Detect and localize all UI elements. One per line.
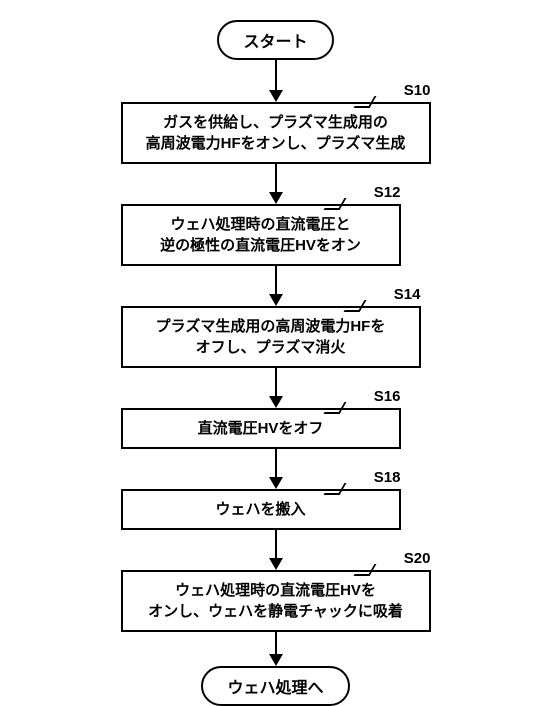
arrow-head-icon [269,477,283,489]
arrow-head-icon [269,558,283,570]
arrow-head-icon [269,90,283,102]
arrow-head-icon [269,396,283,408]
step-label: S20 [404,550,431,567]
steps-container: S10ガスを供給し、プラズマ生成用の 高周波電力HFをオンし、プラズマ生成 S12… [121,102,431,666]
arrow [269,60,283,102]
process-step: S14プラズマ生成用の高周波電力HFを オフし、プラズマ消火 [121,306,421,368]
process-box: ウェハを搬入 [121,489,401,530]
arrow-line [275,449,277,477]
arrow-line [275,368,277,396]
arrow [121,632,431,666]
arrow [121,530,431,570]
process-box: ガスを供給し、プラズマ生成用の 高周波電力HFをオンし、プラズマ生成 [121,102,431,164]
arrow-line [275,60,277,90]
process-box: 直流電圧HVをオフ [121,408,401,449]
process-box: ウェハ処理時の直流電圧と 逆の極性の直流電圧HVをオン [121,204,401,266]
process-step: S12ウェハ処理時の直流電圧と 逆の極性の直流電圧HVをオン [121,204,401,266]
arrow-line [275,164,277,192]
arrow [121,266,431,306]
end-terminal: ウェハ処理へ [201,666,349,706]
arrow-head-icon [269,192,283,204]
step-label: S18 [374,469,401,486]
process-box: プラズマ生成用の高周波電力HFを オフし、プラズマ消火 [121,306,421,368]
arrow-head-icon [269,294,283,306]
process-step: S10ガスを供給し、プラズマ生成用の 高周波電力HFをオンし、プラズマ生成 [121,102,431,164]
process-step: S18ウェハを搬入 [121,489,401,530]
step-label: S10 [404,82,431,99]
start-terminal: スタート [217,20,333,60]
process-box: ウェハ処理時の直流電圧HVを オンし、ウェハを静電チャックに吸着 [121,570,431,632]
arrow-line [275,632,277,654]
step-label: S14 [394,286,421,303]
step-label: S16 [374,388,401,405]
arrow-line [275,530,277,558]
process-step: S16直流電圧HVをオフ [121,408,401,449]
arrow-head-icon [269,654,283,666]
flowchart-container: スタート S10ガスを供給し、プラズマ生成用の 高周波電力HFをオンし、プラズマ… [0,0,551,706]
step-label: S12 [374,184,401,201]
process-step: S20ウェハ処理時の直流電圧HVを オンし、ウェハを静電チャックに吸着 [121,570,431,632]
arrow-line [275,266,277,294]
